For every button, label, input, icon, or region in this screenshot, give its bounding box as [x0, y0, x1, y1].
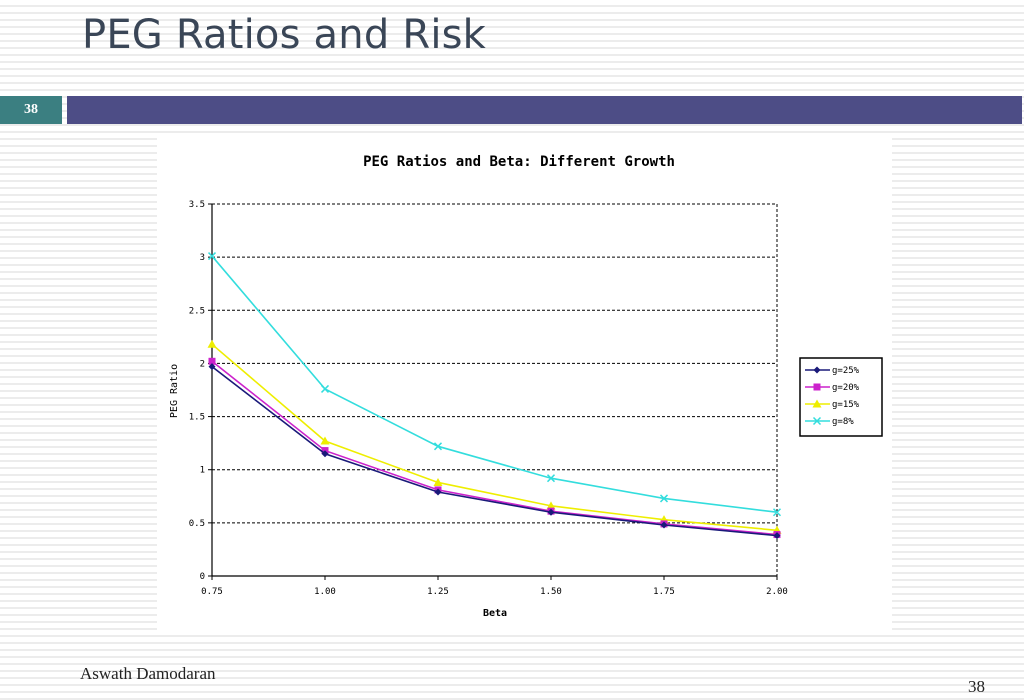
series-line [211, 365, 778, 537]
data-point [813, 383, 821, 391]
y-tick-label: 3 [200, 253, 205, 263]
data-point [433, 442, 443, 451]
data-point [321, 450, 329, 458]
data-point [434, 488, 442, 496]
legend-label: g=20% [832, 383, 860, 393]
x-tick-label: 0.75 [201, 587, 223, 597]
x-tick-label: 1.50 [540, 587, 562, 597]
data-point [812, 399, 822, 408]
legend-label: g=15% [832, 400, 860, 410]
y-tick-label: 1.5 [189, 413, 205, 423]
y-axis-label: PEG Ratio [169, 364, 180, 418]
slide-number-badge: 38 [0, 96, 62, 124]
data-point [208, 357, 216, 365]
legend-label: g=25% [832, 366, 860, 376]
data-point [320, 384, 330, 393]
data-point [207, 339, 217, 348]
y-tick-label: 3.5 [189, 200, 205, 210]
data-point [207, 252, 217, 261]
x-tick-label: 2.00 [766, 587, 788, 597]
series-line [211, 360, 778, 536]
x-tick-label: 1.25 [427, 587, 449, 597]
data-point [773, 532, 781, 540]
data-point [660, 521, 668, 529]
data-point [320, 436, 330, 445]
chart-panel: PEG Ratios and Beta: Different Growth Be… [157, 134, 892, 634]
data-point [433, 477, 443, 486]
x-tick-label: 1.00 [314, 587, 336, 597]
data-point [813, 366, 821, 374]
data-point [772, 508, 782, 517]
y-tick-label: 0.5 [189, 519, 205, 529]
data-point [812, 416, 822, 426]
y-tick-label: 0 [200, 572, 205, 582]
y-tick-label: 2 [200, 359, 205, 369]
footer-page-number: 38 [968, 677, 985, 696]
series-line [211, 343, 778, 532]
legend-box [799, 357, 883, 437]
peg-beta-chart: PEG Ratios and Beta: Different Growth Be… [169, 154, 883, 619]
series-line [211, 255, 778, 514]
data-point [659, 494, 669, 503]
data-point [546, 474, 556, 483]
x-tick-label: 1.75 [653, 587, 675, 597]
legend-label: g=8% [832, 417, 854, 427]
slide-title: PEG Ratios and Risk [82, 12, 487, 58]
y-tick-label: 2.5 [189, 306, 205, 316]
chart-title: PEG Ratios and Beta: Different Growth [363, 154, 675, 170]
data-point [208, 363, 216, 371]
y-tick-label: 1 [200, 466, 205, 476]
x-axis-label: Beta [483, 608, 507, 619]
data-point [546, 501, 556, 510]
title-bar [67, 96, 1022, 124]
footer-author: Aswath Damodaran [80, 664, 216, 683]
data-point [547, 508, 555, 516]
